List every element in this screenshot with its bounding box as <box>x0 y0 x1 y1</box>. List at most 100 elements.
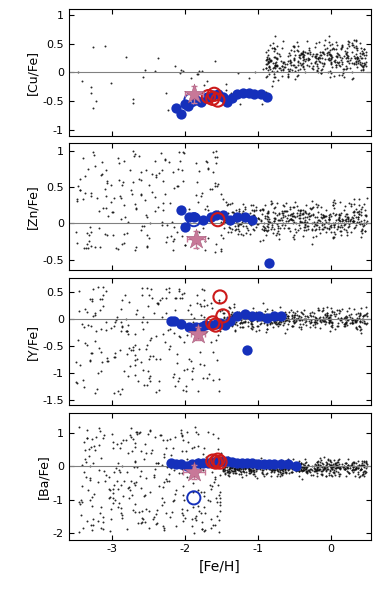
Point <box>224 466 230 475</box>
Point <box>189 515 195 524</box>
Point <box>324 224 330 233</box>
Point <box>110 498 116 508</box>
Point <box>335 457 342 467</box>
Point <box>194 291 201 300</box>
Point <box>238 229 244 239</box>
Point <box>278 43 285 52</box>
Point <box>228 314 234 323</box>
Point <box>74 378 80 387</box>
Point <box>214 209 220 219</box>
Point <box>325 53 332 63</box>
Point <box>97 426 103 435</box>
Point <box>265 46 271 55</box>
Point <box>79 194 86 203</box>
Point <box>354 314 360 323</box>
Point <box>119 514 125 523</box>
Point <box>340 215 346 225</box>
Point <box>233 313 239 322</box>
Point <box>75 181 81 190</box>
Point <box>327 310 333 320</box>
Point <box>245 225 251 235</box>
Point <box>286 316 292 326</box>
Point <box>231 225 238 235</box>
Point <box>361 218 367 227</box>
Point <box>294 208 300 218</box>
Point <box>342 219 348 229</box>
Point <box>181 289 188 298</box>
Point <box>341 221 347 230</box>
Point <box>210 520 216 530</box>
Point <box>217 500 223 510</box>
Point <box>280 317 286 326</box>
Point <box>118 503 124 512</box>
Point <box>152 432 159 442</box>
Point <box>258 315 264 325</box>
Point <box>304 221 311 231</box>
Point <box>356 209 362 219</box>
Point <box>195 387 201 396</box>
Point <box>214 208 220 218</box>
Point <box>282 212 288 221</box>
Point <box>279 220 285 229</box>
Point <box>274 49 280 58</box>
Point <box>238 212 244 221</box>
Point <box>282 465 288 474</box>
Point <box>77 185 83 195</box>
Point <box>132 371 138 380</box>
Point <box>132 340 138 350</box>
Point <box>230 461 236 471</box>
Point <box>318 50 324 59</box>
Point <box>357 49 363 58</box>
Point <box>354 207 360 216</box>
Point <box>267 460 273 470</box>
Point <box>265 58 271 68</box>
Point <box>191 493 197 503</box>
Point <box>171 234 177 243</box>
Point <box>110 488 117 498</box>
Point <box>286 468 292 477</box>
Point <box>99 282 105 292</box>
Point <box>97 305 103 315</box>
Point <box>342 212 348 221</box>
Point <box>333 463 339 473</box>
Point <box>147 488 153 498</box>
Point <box>342 318 348 328</box>
Point <box>344 209 350 219</box>
Point <box>257 458 263 468</box>
Point <box>248 317 254 326</box>
Point <box>111 468 117 477</box>
Point <box>139 517 145 527</box>
Point <box>299 462 305 471</box>
Point <box>226 315 232 324</box>
Point <box>178 206 185 215</box>
Point <box>344 307 350 316</box>
Point <box>140 313 146 322</box>
Point <box>327 49 333 59</box>
Point <box>246 311 252 321</box>
Point <box>341 51 347 60</box>
Point <box>290 316 296 326</box>
Point <box>142 439 148 448</box>
Point <box>354 53 361 63</box>
Point <box>137 471 143 481</box>
Point <box>297 315 303 325</box>
Point <box>298 322 304 331</box>
Point <box>242 317 248 327</box>
Point <box>179 293 185 302</box>
Point <box>88 442 94 452</box>
Point <box>288 215 294 224</box>
Point <box>285 224 291 233</box>
Point <box>299 51 306 60</box>
Point <box>332 199 338 208</box>
Point <box>322 471 329 481</box>
Point <box>246 458 252 467</box>
Point <box>267 217 274 227</box>
Point <box>102 41 108 50</box>
Point <box>221 316 227 326</box>
Point <box>275 224 281 233</box>
Point <box>250 304 256 313</box>
Point <box>170 183 176 192</box>
Point <box>199 215 205 224</box>
Point <box>108 180 115 189</box>
Point <box>81 322 87 331</box>
